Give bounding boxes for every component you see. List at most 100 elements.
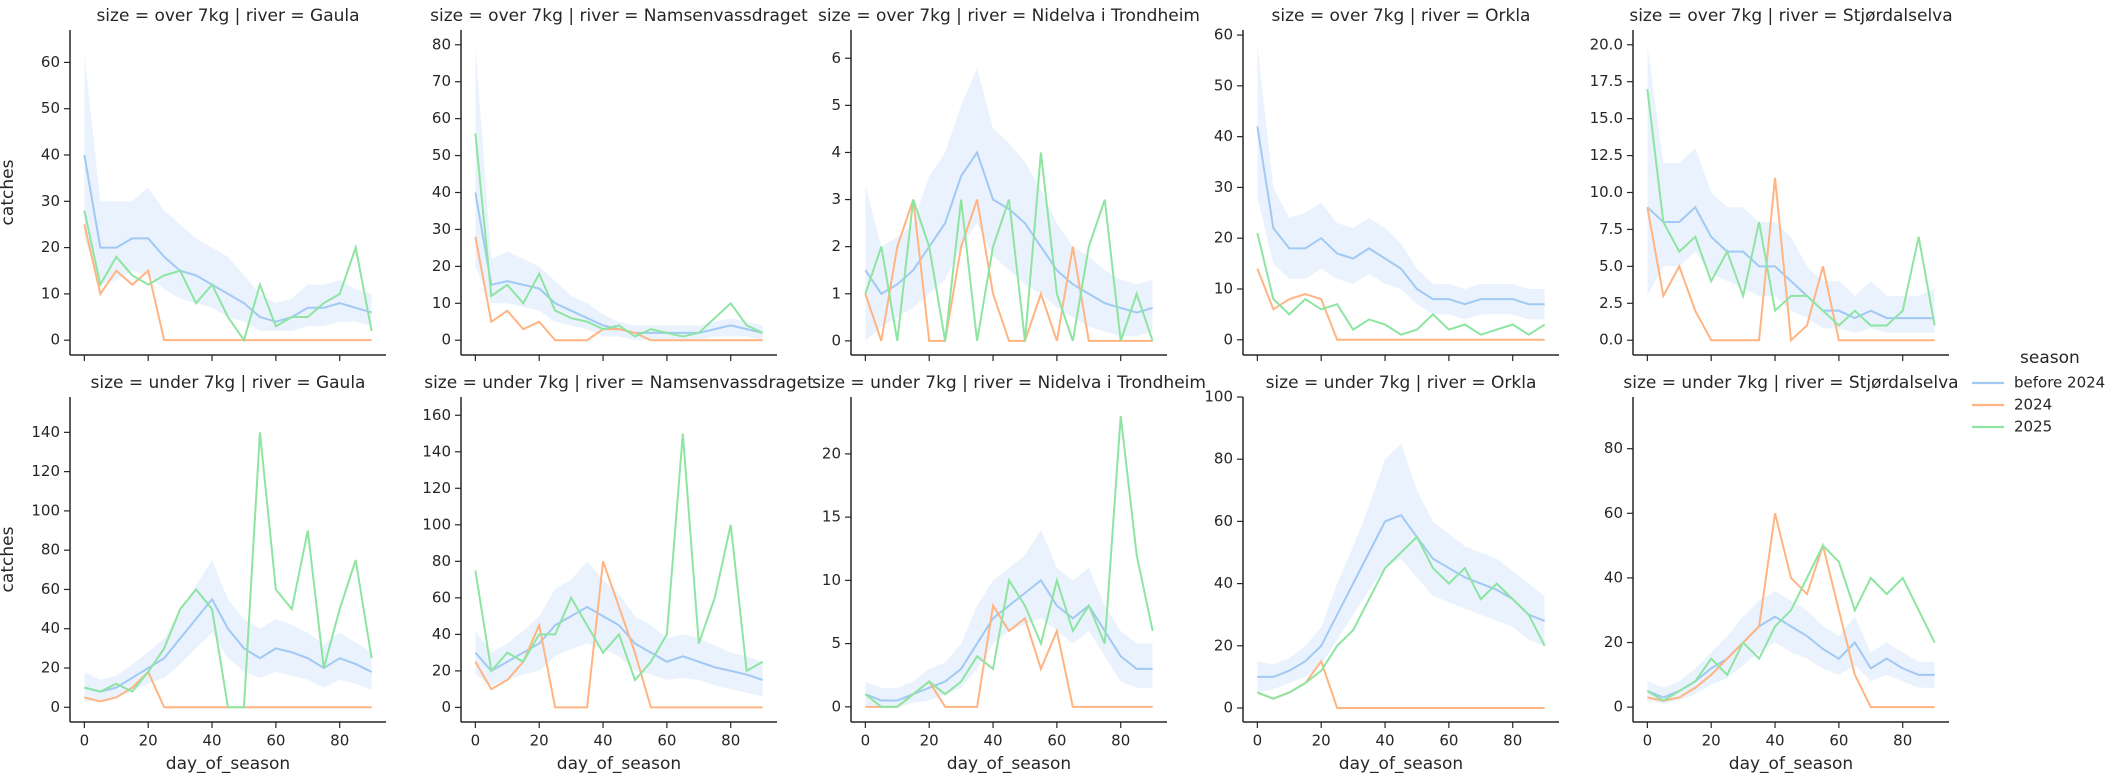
y-tick-label: 60 [41, 53, 60, 71]
y-tick-label: 70 [432, 72, 451, 90]
x-tick-label: 80 [1111, 732, 1130, 750]
y-tick-label: 140 [31, 423, 60, 441]
x-tick-label: 40 [1375, 732, 1394, 750]
chart-title: size = under 7kg | river = Stjørdalselva [1623, 373, 1958, 393]
series-line [1256, 268, 1545, 341]
chart-title: size = over 7kg | river = Orkla [1272, 6, 1531, 26]
y-tick-label: 20 [432, 257, 451, 275]
chart-title: size = under 7kg | river = Nidelva i Tro… [812, 373, 1206, 393]
y-tick-label: 30 [432, 220, 451, 238]
x-tick-label: 60 [657, 732, 676, 750]
y-tick-label: 0.0 [1599, 331, 1623, 349]
y-tick-label: 15 [822, 508, 841, 526]
y-tick-label: 20 [1214, 229, 1233, 247]
x-tick-label: 0 [1253, 732, 1263, 750]
y-tick-label: 100 [31, 501, 60, 519]
series-line [474, 605, 763, 681]
y-tick-label: 5 [831, 634, 841, 652]
y-tick-label: 60 [1214, 26, 1233, 44]
y-axis-label: catches [0, 159, 18, 225]
y-tick-label: 40 [432, 183, 451, 201]
y-tick-label: 15.0 [1590, 109, 1623, 127]
y-tick-label: 7.5 [1599, 220, 1623, 238]
y-tick-label: 60 [432, 588, 451, 606]
x-tick-label: 60 [1439, 732, 1458, 750]
y-tick-label: 140 [422, 442, 451, 460]
y-tick-label: 2.5 [1599, 294, 1623, 312]
legend-label: before 2024 [2014, 374, 2105, 392]
x-tick-label: 40 [202, 732, 221, 750]
y-tick-label: 160 [422, 406, 451, 424]
series-line [1646, 543, 1936, 702]
confidence-band [475, 44, 763, 341]
y-tick-label: 2 [831, 237, 841, 255]
x-axis-label: day_of_season [947, 754, 1071, 774]
y-tick-label: 6 [831, 49, 841, 67]
x-tick-label: 0 [80, 732, 90, 750]
y-tick-label: 10.0 [1590, 183, 1623, 201]
series-line [1256, 535, 1546, 700]
y-tick-label: 4 [831, 143, 841, 161]
series-line [474, 433, 764, 682]
confidence-band [475, 561, 763, 697]
chart-title: size = over 7kg | river = Namsenvassdrag… [430, 6, 808, 26]
y-tick-label: 40 [41, 619, 60, 637]
x-axis-label: day_of_season [166, 754, 290, 774]
y-tick-label: 17.5 [1590, 72, 1623, 90]
y-tick-label: 12.5 [1590, 146, 1623, 164]
x-axis-label: day_of_season [1339, 754, 1463, 774]
x-tick-label: 0 [861, 732, 871, 750]
y-tick-label: 40 [1214, 574, 1233, 592]
series-line [1256, 126, 1545, 306]
y-tick-label: 80 [1214, 450, 1233, 468]
chart-title: size = under 7kg | river = Gaula [91, 373, 366, 393]
y-tick-label: 120 [422, 479, 451, 497]
y-tick-label: 20 [1604, 633, 1623, 651]
x-tick-label: 80 [721, 732, 740, 750]
series-line [864, 415, 1154, 708]
series-line [864, 150, 1153, 314]
x-tick-label: 60 [1047, 732, 1066, 750]
confidence-band [865, 529, 1153, 707]
y-tick-label: 5 [831, 96, 841, 114]
y-tick-label: 0 [1223, 699, 1233, 717]
confidence-band [1647, 590, 1935, 704]
series-line [1647, 513, 1935, 709]
x-tick-label: 20 [530, 732, 549, 750]
y-tick-label: 0 [50, 698, 60, 716]
y-tick-label: 10 [822, 571, 841, 589]
confidence-band [84, 559, 372, 702]
y-tick-label: 60 [1214, 512, 1233, 530]
y-tick-label: 10 [432, 294, 451, 312]
y-tick-label: 0 [441, 698, 451, 716]
y-tick-label: 20 [432, 661, 451, 679]
confidence-band [1257, 443, 1545, 693]
x-tick-label: 80 [330, 732, 349, 750]
y-tick-label: 50 [432, 146, 451, 164]
series-line [1256, 232, 1546, 336]
y-tick-label: 50 [41, 99, 60, 117]
series-line [1646, 177, 1935, 343]
y-axis-label: catches [0, 526, 18, 592]
series-line [83, 224, 372, 342]
y-tick-label: 3 [831, 190, 841, 208]
y-tick-label: 0 [1613, 698, 1623, 716]
y-tick-label: 20 [822, 444, 841, 462]
confidence-band [84, 53, 372, 331]
y-tick-label: 0 [831, 331, 841, 349]
chart-title: size = over 7kg | river = Gaula [96, 6, 359, 26]
y-tick-label: 20 [41, 238, 60, 256]
y-tick-label: 30 [1214, 178, 1233, 196]
x-tick-label: 80 [1893, 732, 1912, 750]
x-axis-label: day_of_season [557, 754, 681, 774]
x-tick-label: 20 [1702, 732, 1721, 750]
confidence-band [1257, 45, 1545, 320]
y-tick-label: 40 [432, 625, 451, 643]
series-line [1646, 88, 1936, 327]
x-tick-label: 20 [1312, 732, 1331, 750]
x-tick-label: 40 [1765, 732, 1784, 750]
x-tick-label: 20 [139, 732, 158, 750]
y-tick-label: 1 [831, 284, 841, 302]
y-tick-label: 80 [1604, 439, 1623, 457]
legend-label: 2024 [2014, 396, 2052, 414]
